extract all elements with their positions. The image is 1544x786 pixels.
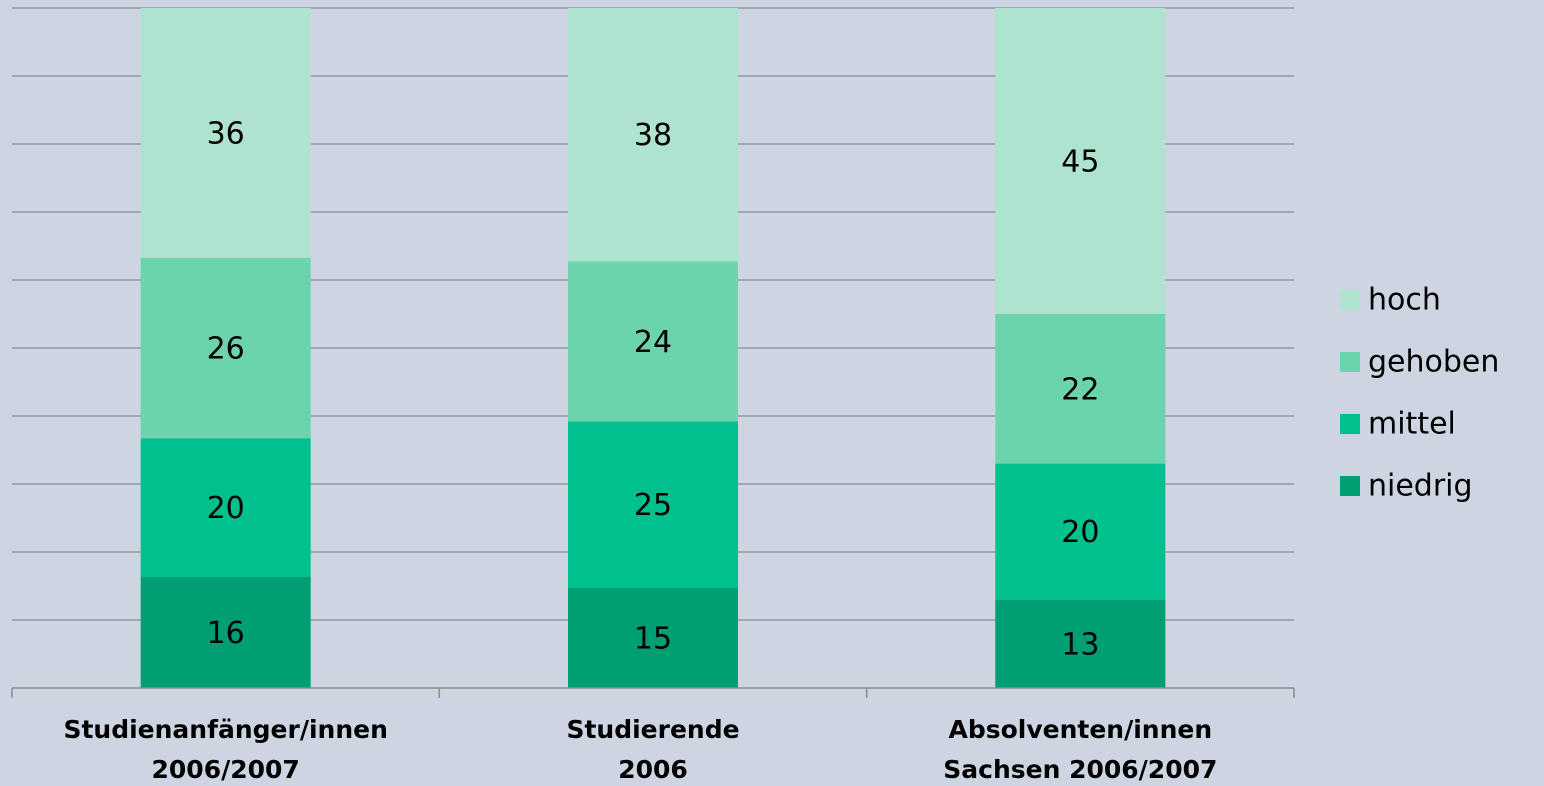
- bar-segment: [995, 599, 1166, 688]
- legend-label: gehoben: [1368, 345, 1499, 380]
- data-label: 22: [1061, 372, 1099, 407]
- bar-segment: [995, 463, 1166, 600]
- legend-swatch: [1340, 352, 1360, 372]
- data-label: 20: [1061, 515, 1099, 550]
- bar-segment: [568, 588, 738, 688]
- x-tick-label: Sachsen 2006/2007: [943, 755, 1217, 784]
- x-tick-label: 2006/2007: [152, 755, 300, 784]
- data-label: 15: [634, 622, 672, 657]
- legend-label: niedrig: [1368, 469, 1473, 504]
- x-tick-label: Absolventen/innen: [948, 715, 1212, 744]
- bar-segment: [140, 438, 311, 577]
- bar-segment: [995, 8, 1166, 314]
- data-label: 16: [207, 616, 245, 651]
- x-tick-label: 2006: [618, 755, 688, 784]
- x-tick-label: Studierende: [566, 715, 739, 744]
- bar-segment: [568, 8, 738, 262]
- legend-swatch: [1340, 414, 1360, 434]
- data-label: 25: [634, 488, 672, 523]
- legend-swatch: [1340, 476, 1360, 496]
- data-label: 36: [207, 116, 245, 151]
- bar-segment: [140, 257, 311, 439]
- bar-segment: [995, 314, 1166, 464]
- data-label: 24: [634, 325, 672, 360]
- data-label: 13: [1061, 627, 1099, 662]
- bar-segment: [568, 261, 738, 422]
- data-label: 20: [207, 491, 245, 526]
- data-label: 38: [634, 118, 672, 153]
- legend-label: hoch: [1368, 283, 1441, 318]
- data-label: 45: [1061, 145, 1099, 180]
- data-label: 26: [207, 332, 245, 367]
- legend-swatch: [1340, 290, 1360, 310]
- legend-label: mittel: [1368, 407, 1456, 442]
- bar-segment: [140, 576, 311, 688]
- bar-segment: [568, 421, 738, 588]
- bar-segment: [140, 8, 311, 258]
- x-tick-label: Studienanfänger/innen: [63, 715, 387, 744]
